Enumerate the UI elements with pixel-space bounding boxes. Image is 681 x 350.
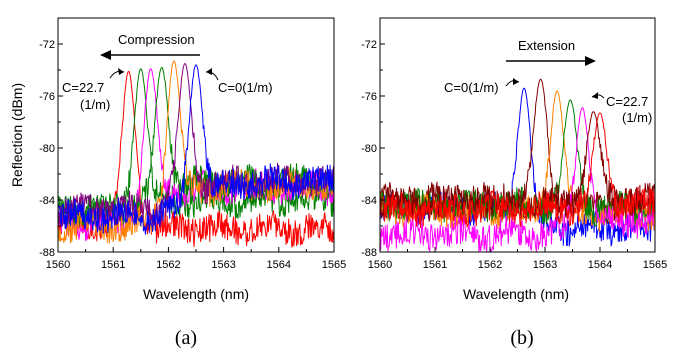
panel-a-compression-label: Compression bbox=[118, 32, 195, 47]
panel-b-c-max-unit: (1/m) bbox=[622, 110, 652, 125]
panel-a-y-tick-label: -84 bbox=[39, 195, 55, 207]
panel-a-x-tick-label: 1562 bbox=[156, 259, 180, 271]
panel-a-y-axis-label: Reflection (dBm) bbox=[9, 83, 25, 187]
panel-a-x-tick-label: 1564 bbox=[267, 259, 291, 271]
panel-a-c-zero-pointer-head bbox=[206, 68, 212, 75]
panel-b: 1560 1561 1562 1563 1564 1565-88-84-80-76-72 … bbox=[361, 17, 667, 349]
panel-a-label: (a) bbox=[175, 327, 197, 349]
panel-b-c-zero-pointer-head bbox=[513, 78, 519, 85]
panel-a: 1560 1561 1562 1563 1564 1565-88-84-80-76-72 … bbox=[9, 17, 346, 349]
panel-a-c-max-unit: (1/m) bbox=[80, 97, 110, 112]
panel-b-series-5-line bbox=[379, 107, 656, 253]
panel-a-x-tick-label: 1565 bbox=[322, 259, 346, 271]
panel-a-c-zero-label: C=0(1/m) bbox=[218, 80, 273, 95]
panel-b-y-tick-label: -84 bbox=[361, 195, 377, 207]
panel-b-c-max-pointer-head bbox=[592, 92, 598, 99]
panel-b-x-tick-label: 1565 bbox=[643, 259, 667, 271]
panel-a-y-tick-label: -80 bbox=[39, 143, 55, 155]
panel-b-y-tick-label: -88 bbox=[361, 247, 377, 259]
panel-b-c-zero-label: C=0(1/m) bbox=[444, 80, 499, 95]
panel-a-series-7-line bbox=[57, 64, 335, 235]
panel-b-y-tick-label: -72 bbox=[361, 39, 377, 51]
panel-b-series-6-line bbox=[379, 111, 656, 222]
panel-b-traces bbox=[379, 78, 656, 253]
panel-b-x-axis-label: Wavelength (nm) bbox=[463, 286, 569, 302]
panel-b-x-tick-label: 1564 bbox=[588, 259, 612, 271]
panel-a-compression-arrow bbox=[100, 50, 200, 60]
panel-a-x-axis-label: Wavelength (nm) bbox=[143, 286, 249, 302]
panel-b-series-7-line bbox=[379, 112, 656, 229]
panel-b-label: (b) bbox=[510, 327, 533, 349]
panel-a-y-tick-label: -76 bbox=[39, 91, 55, 103]
panel-a-ticks: 1560 1561 1562 1563 1564 1565 -88 -84 -80 -76 -72 bbox=[39, 39, 346, 271]
panel-a-c-max-label: C=22.7 bbox=[62, 80, 104, 95]
panel-a-y-tick-label: -72 bbox=[39, 39, 55, 51]
panel-a-traces bbox=[57, 60, 335, 248]
panel-b-x-tick-label: 1562 bbox=[478, 259, 502, 271]
panel-b-x-tick-label: 1560 bbox=[368, 259, 392, 271]
panel-b-x-tick-label: 1563 bbox=[533, 259, 557, 271]
panel-a-x-tick-label: 1561 bbox=[101, 259, 125, 271]
panel-b-y-tick-label: -80 bbox=[361, 143, 377, 155]
panel-a-x-tick-label: 1563 bbox=[211, 259, 235, 271]
panel-a-x-tick-label: 1560 bbox=[46, 259, 70, 271]
panel-b-x-tick-label: 1561 bbox=[423, 259, 447, 271]
panel-b-extension-arrow bbox=[506, 56, 596, 66]
panel-b-extension-label: Extension bbox=[518, 38, 575, 53]
panel-b-c-max-label: C=22.7 bbox=[606, 94, 648, 109]
panel-b-ticks: 1560 1561 1562 1563 1564 1565 -88 -84 -80 -76 -72 bbox=[361, 39, 667, 271]
panel-b-y-tick-label: -76 bbox=[361, 91, 377, 103]
panel-a-c-max-pointer-head bbox=[118, 68, 124, 75]
panel-a-y-tick-label: -88 bbox=[39, 247, 55, 259]
